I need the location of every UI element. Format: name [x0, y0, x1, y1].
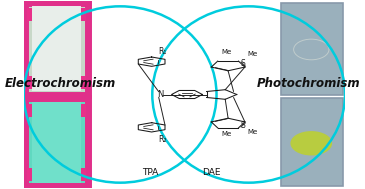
Text: N: N: [157, 90, 164, 99]
Text: Me: Me: [247, 129, 257, 135]
Bar: [27, 8, 34, 21]
Bar: [79, 104, 87, 117]
Text: Me: Me: [221, 131, 232, 137]
Text: Me: Me: [221, 49, 232, 54]
Bar: [27, 168, 34, 181]
FancyBboxPatch shape: [281, 3, 343, 94]
Bar: [79, 76, 87, 89]
FancyBboxPatch shape: [281, 98, 343, 186]
Bar: [79, 168, 87, 181]
Text: Photochromism: Photochromism: [256, 77, 360, 90]
Text: Me: Me: [247, 51, 257, 57]
Text: DAE: DAE: [203, 168, 221, 177]
FancyBboxPatch shape: [26, 98, 88, 186]
Bar: [79, 8, 87, 21]
Bar: [27, 104, 34, 117]
Bar: [27, 76, 34, 89]
Text: TPA: TPA: [143, 168, 159, 177]
Text: S: S: [240, 121, 245, 130]
Text: R₂: R₂: [159, 135, 167, 144]
Bar: [32, 6, 81, 91]
Circle shape: [291, 131, 332, 156]
Bar: [32, 101, 81, 183]
Text: R₁: R₁: [159, 47, 167, 56]
FancyBboxPatch shape: [26, 3, 88, 94]
Text: Electrochromism: Electrochromism: [5, 77, 116, 90]
Text: S: S: [240, 59, 245, 68]
